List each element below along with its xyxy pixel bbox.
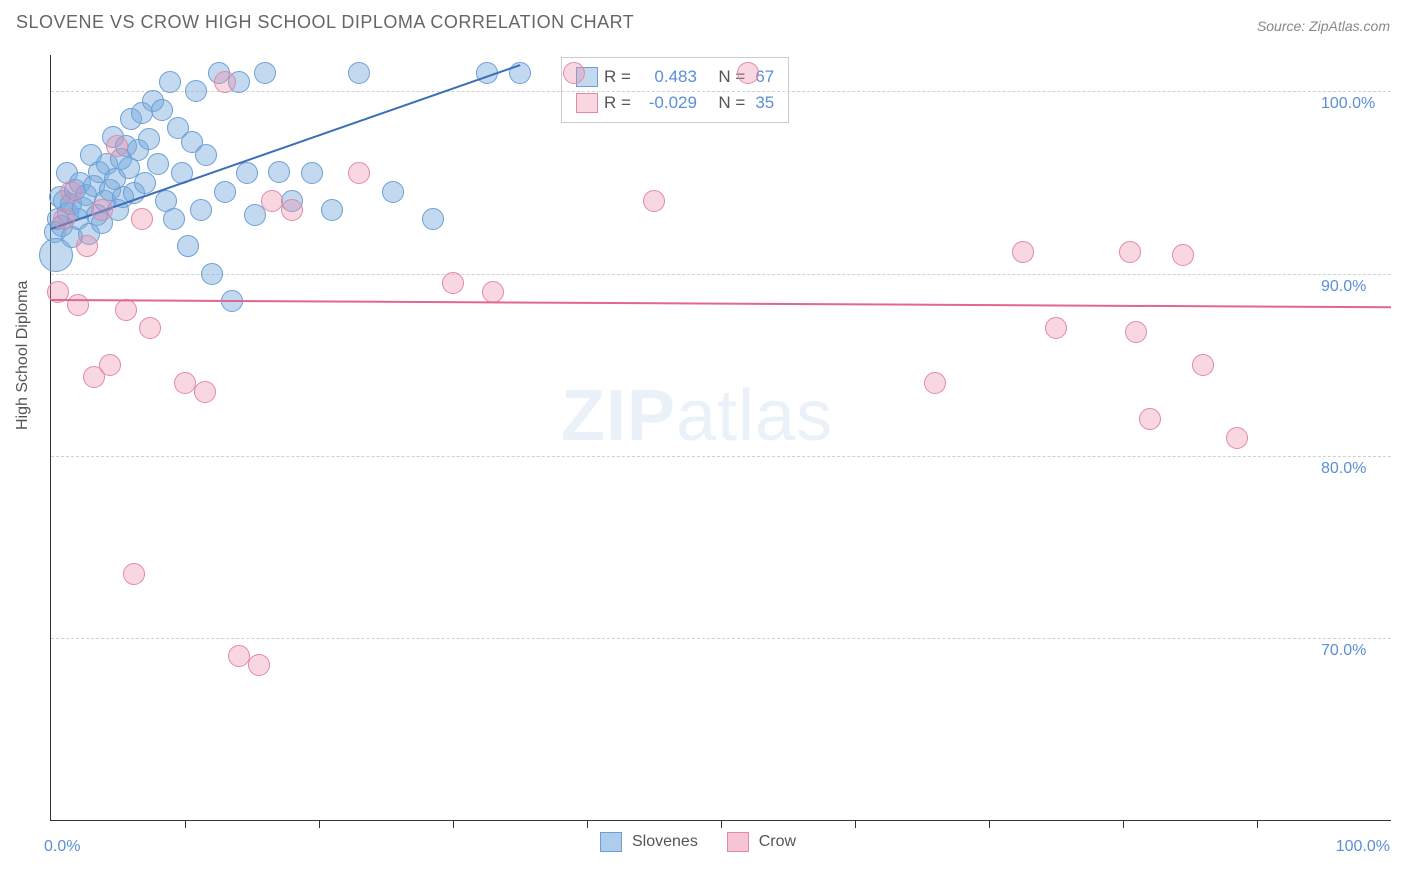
y-axis-label: High School Diploma	[14, 281, 32, 430]
x-tick	[721, 820, 722, 828]
data-point	[422, 208, 444, 230]
data-point	[924, 372, 946, 394]
data-point	[123, 563, 145, 585]
data-point	[60, 181, 82, 203]
data-point	[159, 71, 181, 93]
data-point	[261, 190, 283, 212]
data-point	[139, 317, 161, 339]
data-point	[151, 99, 173, 121]
data-point	[131, 208, 153, 230]
x-tick	[185, 820, 186, 828]
data-point	[147, 153, 169, 175]
data-point	[563, 62, 585, 84]
data-point	[236, 162, 258, 184]
trend-line	[51, 299, 1391, 308]
gridline	[51, 274, 1391, 275]
x-min-label: 0.0%	[44, 838, 80, 856]
data-point	[348, 162, 370, 184]
data-point	[1172, 244, 1194, 266]
x-tick	[1257, 820, 1258, 828]
gridline	[51, 638, 1391, 639]
data-point	[190, 199, 212, 221]
data-point	[115, 299, 137, 321]
data-point	[281, 199, 303, 221]
data-point	[301, 162, 323, 184]
data-point	[1125, 321, 1147, 343]
x-tick	[989, 820, 990, 828]
data-point	[67, 294, 89, 316]
bottom-legend: Slovenes Crow	[600, 832, 796, 852]
data-point	[643, 190, 665, 212]
y-tick-label: 80.0%	[1321, 460, 1366, 478]
x-tick	[319, 820, 320, 828]
data-point	[174, 372, 196, 394]
data-point	[382, 181, 404, 203]
data-point	[134, 172, 156, 194]
x-tick	[453, 820, 454, 828]
data-point	[268, 161, 290, 183]
data-point	[106, 135, 128, 157]
x-max-label: 100.0%	[1336, 838, 1390, 856]
data-point	[1045, 317, 1067, 339]
y-tick-label: 90.0%	[1321, 278, 1366, 296]
data-point	[214, 71, 236, 93]
data-point	[53, 208, 75, 230]
data-point	[1192, 354, 1214, 376]
data-point	[201, 263, 223, 285]
swatch-slovenes-b	[600, 832, 622, 852]
data-point	[1119, 241, 1141, 263]
scatter-plot: ZIPatlas R = 0.483 N = 67 R = -0.029 N =…	[50, 55, 1391, 821]
data-point	[1012, 241, 1034, 263]
data-point	[195, 144, 217, 166]
data-point	[99, 354, 121, 376]
data-point	[91, 199, 113, 221]
gridline	[51, 91, 1391, 92]
data-point	[76, 235, 98, 257]
y-tick-label: 70.0%	[1321, 642, 1366, 660]
x-tick	[587, 820, 588, 828]
watermark: ZIPatlas	[561, 375, 833, 457]
chart-title: SLOVENE VS CROW HIGH SCHOOL DIPLOMA CORR…	[16, 12, 634, 33]
data-point	[482, 281, 504, 303]
data-point	[214, 181, 236, 203]
y-tick-label: 100.0%	[1321, 95, 1375, 113]
gridline	[51, 456, 1391, 457]
data-point	[1226, 427, 1248, 449]
source-label: Source: ZipAtlas.com	[1257, 18, 1390, 34]
data-point	[348, 62, 370, 84]
data-point	[228, 645, 250, 667]
swatch-crow-b	[727, 832, 749, 852]
swatch-crow	[576, 93, 598, 113]
data-point	[737, 62, 759, 84]
x-tick	[1123, 820, 1124, 828]
x-tick	[855, 820, 856, 828]
data-point	[177, 235, 199, 257]
data-point	[442, 272, 464, 294]
data-point	[194, 381, 216, 403]
data-point	[185, 80, 207, 102]
data-point	[1139, 408, 1161, 430]
data-point	[248, 654, 270, 676]
data-point	[321, 199, 343, 221]
legend-row-crow: R = -0.029 N = 35	[576, 90, 774, 116]
data-point	[254, 62, 276, 84]
data-point	[138, 128, 160, 150]
data-point	[244, 204, 266, 226]
data-point	[163, 208, 185, 230]
